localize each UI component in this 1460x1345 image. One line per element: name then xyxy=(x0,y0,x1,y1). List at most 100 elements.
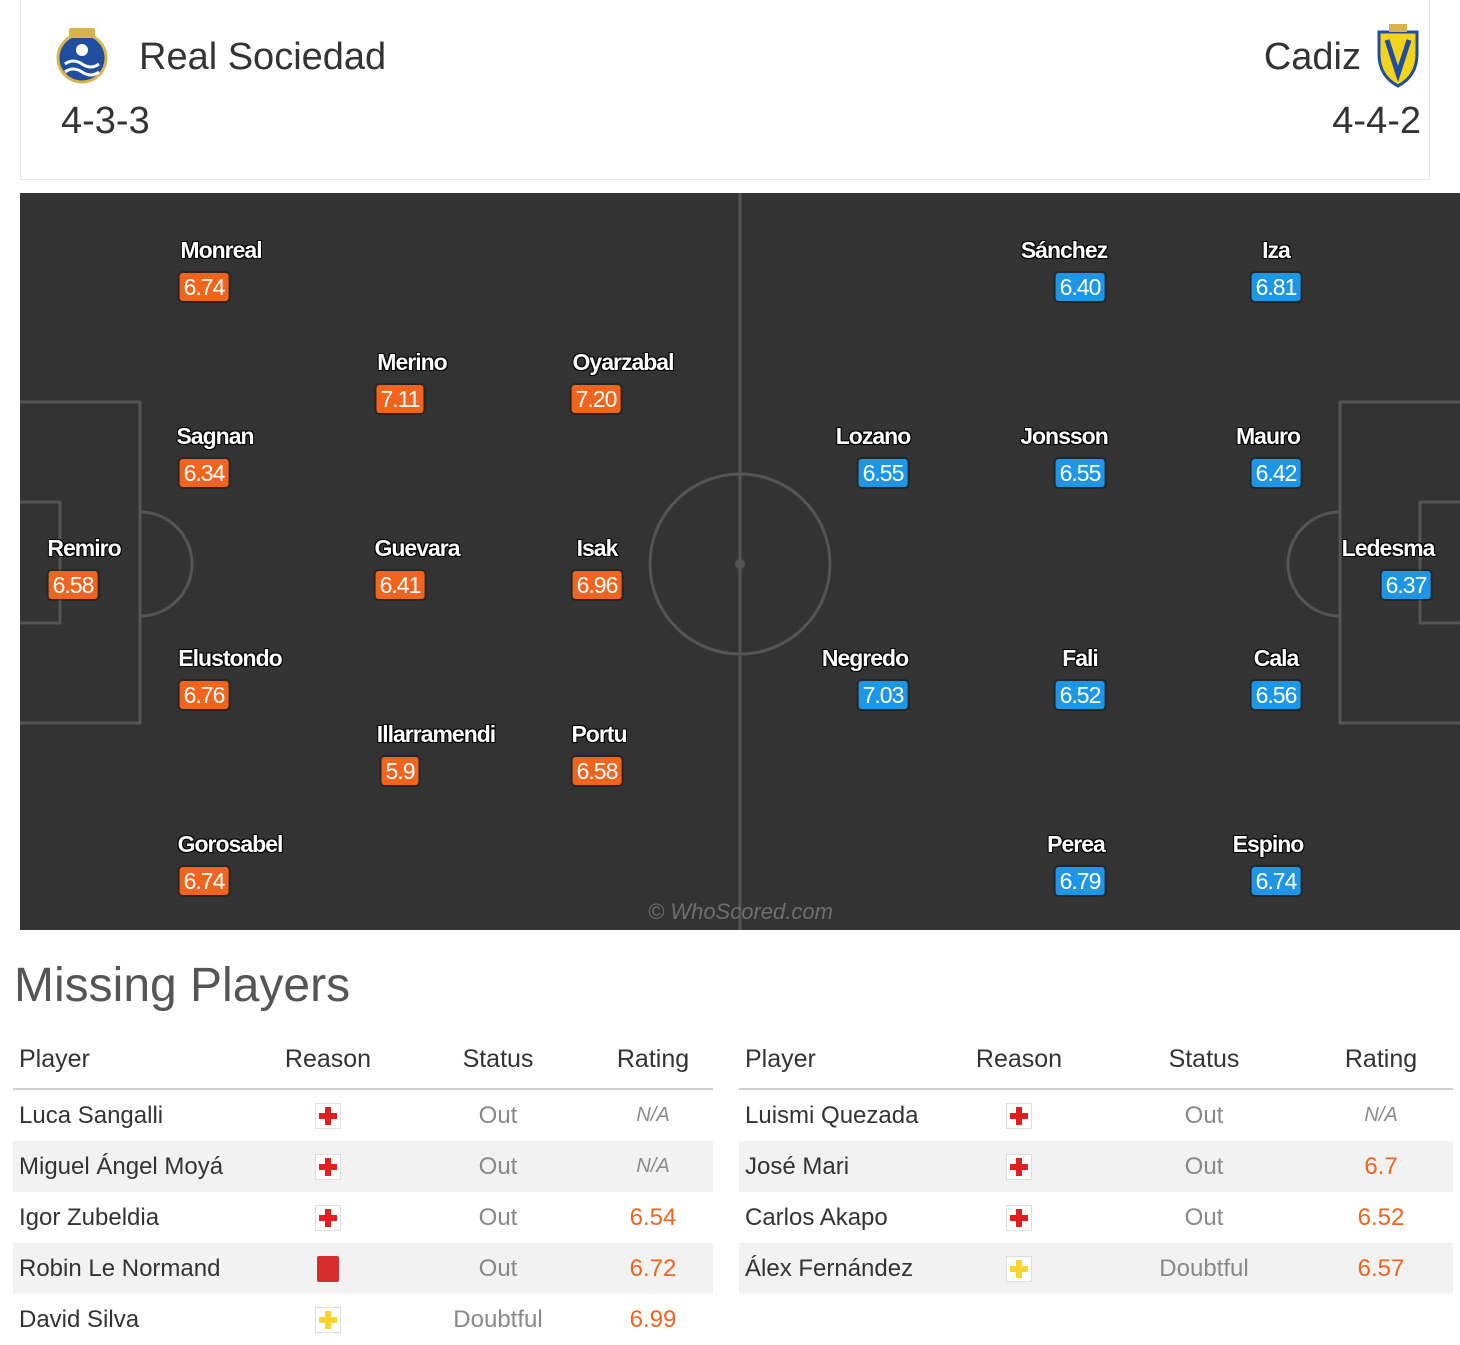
player-rating: 6.81 xyxy=(1251,273,1301,301)
player-name: Espino xyxy=(1232,831,1305,857)
table-row: Álex Fernández Doubtful 6.57 xyxy=(739,1243,1453,1294)
injury-icon xyxy=(1006,1154,1032,1181)
injury-icon xyxy=(1006,1205,1032,1232)
player-name: Iza xyxy=(1262,237,1291,263)
player-rating: 6.79 xyxy=(1055,867,1105,895)
player-name: Jonsson xyxy=(1020,423,1109,449)
player-link[interactable]: Luca Sangalli xyxy=(19,1101,164,1129)
rating: N/A xyxy=(593,1141,713,1192)
player-rating: 7.11 xyxy=(376,385,424,413)
missing-players-title: Missing Players xyxy=(14,959,351,1012)
rating: N/A xyxy=(1364,1104,1398,1126)
player-rating: 6.55 xyxy=(858,459,908,487)
player-name: Gorosabel xyxy=(177,831,284,857)
red-card-icon xyxy=(317,1256,339,1283)
home-formation: 4-3-3 xyxy=(61,100,150,142)
rating: 6.52 xyxy=(1357,1203,1405,1231)
status: Out xyxy=(1184,1203,1224,1231)
status: Out xyxy=(1184,1101,1224,1129)
table-row: David Silva Doubtful 6.99 xyxy=(13,1294,713,1345)
table-row: Luismi Quezada Out N/A xyxy=(739,1089,1453,1141)
col-rating[interactable]: Rating xyxy=(1309,1030,1453,1090)
player-name: Monreal xyxy=(180,237,262,263)
status: Doubtful xyxy=(453,1305,543,1333)
col-status[interactable]: Status xyxy=(403,1030,593,1090)
table-row: Miguel Ángel Moyá Out N/A xyxy=(13,1141,713,1192)
player-rating: 6.41 xyxy=(375,571,425,599)
home-team-name[interactable]: Real Sociedad xyxy=(139,36,387,78)
player-name: Merino xyxy=(377,349,447,375)
status: Out xyxy=(403,1141,593,1192)
col-player[interactable]: Player xyxy=(739,1030,939,1090)
injury-icon xyxy=(315,1154,341,1181)
real-sociedad-crest-icon xyxy=(56,28,108,84)
player-rating: 6.42 xyxy=(1251,459,1301,487)
table-row: Carlos Akapo Out 6.52 xyxy=(739,1192,1453,1243)
player-rating: 6.58 xyxy=(572,757,622,785)
player-link[interactable]: Igor Zubeldia xyxy=(19,1203,160,1231)
status: Out xyxy=(1099,1141,1309,1192)
player-rating: 6.52 xyxy=(1055,681,1105,709)
col-player[interactable]: Player xyxy=(13,1030,253,1090)
col-status[interactable]: Status xyxy=(1099,1030,1309,1090)
player-link[interactable]: Miguel Ángel Moyá xyxy=(13,1141,253,1192)
away-team-name[interactable]: Cadiz xyxy=(1263,36,1361,78)
player-rating: 7.20 xyxy=(571,385,621,413)
table-row: Igor Zubeldia Out 6.54 xyxy=(13,1192,713,1243)
player-name: Lozano xyxy=(835,423,911,449)
rating: N/A xyxy=(636,1104,670,1126)
player-name: Oyarzabal xyxy=(572,349,675,375)
player-name: Remiro xyxy=(47,535,121,561)
player-name: Guevara xyxy=(374,535,460,561)
player-name: Ledesma xyxy=(1341,535,1436,561)
player-rating: 6.56 xyxy=(1251,681,1301,709)
player-rating: 6.74 xyxy=(179,273,229,301)
player-name: Sagnan xyxy=(176,423,254,449)
away-missing-table: Player Reason Status Rating Luismi Queza… xyxy=(739,1030,1453,1294)
player-rating: 6.55 xyxy=(1055,459,1105,487)
home-missing-table: Player Reason Status Rating Luca Sangall… xyxy=(13,1030,713,1345)
player-link[interactable]: Álex Fernández xyxy=(739,1243,939,1294)
status: Doubtful xyxy=(1099,1243,1309,1294)
player-rating: 6.40 xyxy=(1055,273,1105,301)
player-rating: 7.03 xyxy=(858,681,908,709)
table-row: José Mari Out 6.7 xyxy=(739,1141,1453,1192)
player-link[interactable]: Robin Le Normand xyxy=(13,1243,253,1294)
player-rating: 6.34 xyxy=(179,459,229,487)
player-rating: 6.76 xyxy=(179,681,229,709)
rating: 6.7 xyxy=(1309,1141,1453,1192)
player-name: Elustondo xyxy=(178,645,282,671)
doubtful-icon xyxy=(1006,1256,1032,1283)
status: Out xyxy=(478,1203,518,1231)
rating: 6.54 xyxy=(629,1203,677,1231)
doubtful-icon xyxy=(315,1307,341,1334)
rating: 6.72 xyxy=(593,1243,713,1294)
player-name: Fali xyxy=(1062,645,1099,671)
injury-icon xyxy=(315,1103,341,1130)
player-link[interactable]: Carlos Akapo xyxy=(745,1203,888,1231)
table-row: Luca Sangalli Out N/A xyxy=(13,1089,713,1141)
player-name: Sánchez xyxy=(1020,237,1108,263)
rating: 6.99 xyxy=(629,1305,677,1333)
watermark: © WhoScored.com xyxy=(648,899,833,924)
table-row: Robin Le Normand Out 6.72 xyxy=(13,1243,713,1294)
player-link[interactable]: José Mari xyxy=(739,1141,939,1192)
player-rating: 6.96 xyxy=(572,571,622,599)
injury-icon xyxy=(1006,1103,1032,1130)
player-link[interactable]: Luismi Quezada xyxy=(745,1101,919,1129)
player-link[interactable]: David Silva xyxy=(19,1305,140,1333)
col-reason[interactable]: Reason xyxy=(939,1030,1099,1090)
player-name: Isak xyxy=(576,535,619,561)
player-rating: 6.58 xyxy=(48,571,98,599)
player-rating: 6.74 xyxy=(179,867,229,895)
player-rating: 6.37 xyxy=(1381,571,1431,599)
cadiz-crest-icon xyxy=(1377,24,1419,88)
match-header: Real Sociedad 4-3-3 Cadiz 4-4-2 xyxy=(20,0,1430,180)
pitch-lines xyxy=(20,193,1460,930)
col-reason[interactable]: Reason xyxy=(253,1030,403,1090)
col-rating[interactable]: Rating xyxy=(593,1030,713,1090)
player-name: Mauro xyxy=(1236,423,1301,449)
pitch: © WhoScored.com Monreal 6.74 Merino 7.11… xyxy=(20,193,1460,930)
player-name: Cala xyxy=(1253,645,1300,671)
player-rating: 6.74 xyxy=(1251,867,1301,895)
